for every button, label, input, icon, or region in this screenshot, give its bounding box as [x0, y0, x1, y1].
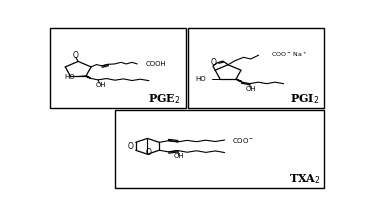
Text: COOH: COOH — [145, 61, 166, 67]
Text: HO: HO — [195, 76, 206, 82]
Text: COO$^-$: COO$^-$ — [232, 135, 254, 144]
Text: OH: OH — [245, 86, 256, 92]
Text: HO: HO — [65, 74, 75, 80]
Text: O: O — [128, 142, 134, 151]
Text: O: O — [145, 148, 151, 157]
Text: PGI$_2$: PGI$_2$ — [290, 92, 319, 106]
Bar — [115, 110, 324, 188]
Bar — [50, 28, 186, 108]
Bar — [188, 28, 324, 108]
Text: OH: OH — [96, 82, 106, 88]
Text: PGE$_2$: PGE$_2$ — [148, 92, 181, 106]
Text: OH: OH — [174, 153, 184, 159]
Polygon shape — [236, 79, 242, 82]
Text: O: O — [211, 58, 217, 67]
Text: TXA$_2$: TXA$_2$ — [289, 172, 320, 186]
Text: COO$^-$ Na$^+$: COO$^-$ Na$^+$ — [270, 50, 307, 59]
Polygon shape — [86, 76, 91, 78]
Text: O: O — [73, 51, 79, 60]
